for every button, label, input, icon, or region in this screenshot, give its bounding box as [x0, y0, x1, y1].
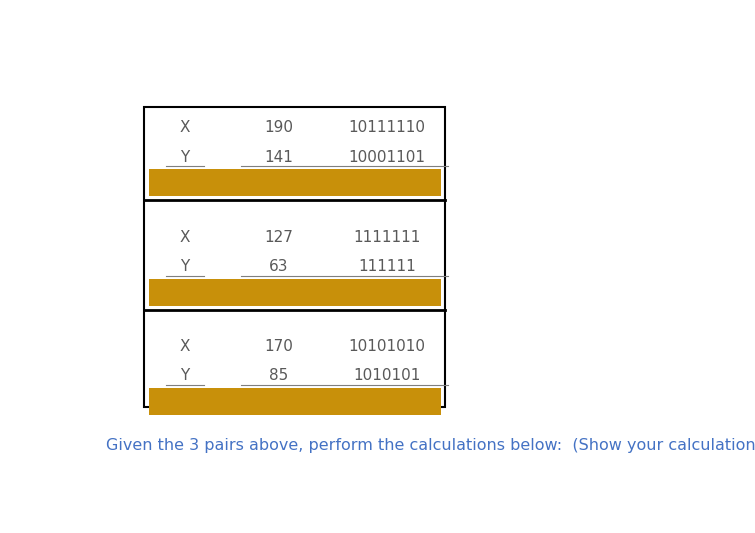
Bar	[149, 388, 441, 415]
Text: 141: 141	[264, 150, 293, 165]
Text: 127: 127	[264, 230, 293, 245]
Text: 85: 85	[269, 368, 288, 383]
Text: Y: Y	[180, 368, 190, 383]
Text: 63: 63	[269, 259, 288, 274]
Bar	[149, 169, 441, 196]
Text: 1010101: 1010101	[353, 368, 421, 383]
Text: X: X	[180, 230, 190, 245]
Text: 10111110: 10111110	[349, 120, 425, 135]
Text: X: X	[180, 339, 190, 354]
Text: Y: Y	[180, 259, 190, 274]
Text: X: X	[180, 120, 190, 135]
Text: Y: Y	[180, 150, 190, 165]
Text: 1111111: 1111111	[353, 230, 421, 245]
Bar	[149, 279, 441, 306]
Text: 10001101: 10001101	[349, 150, 425, 165]
Text: 111111: 111111	[358, 259, 416, 274]
Text: Given the 3 pairs above, perform the calculations below:  (Show your calculation: Given the 3 pairs above, perform the cal…	[106, 438, 755, 453]
Text: 10101010: 10101010	[349, 339, 425, 354]
Bar	[144, 107, 445, 407]
Text: 170: 170	[264, 339, 293, 354]
Text: 190: 190	[264, 120, 293, 135]
